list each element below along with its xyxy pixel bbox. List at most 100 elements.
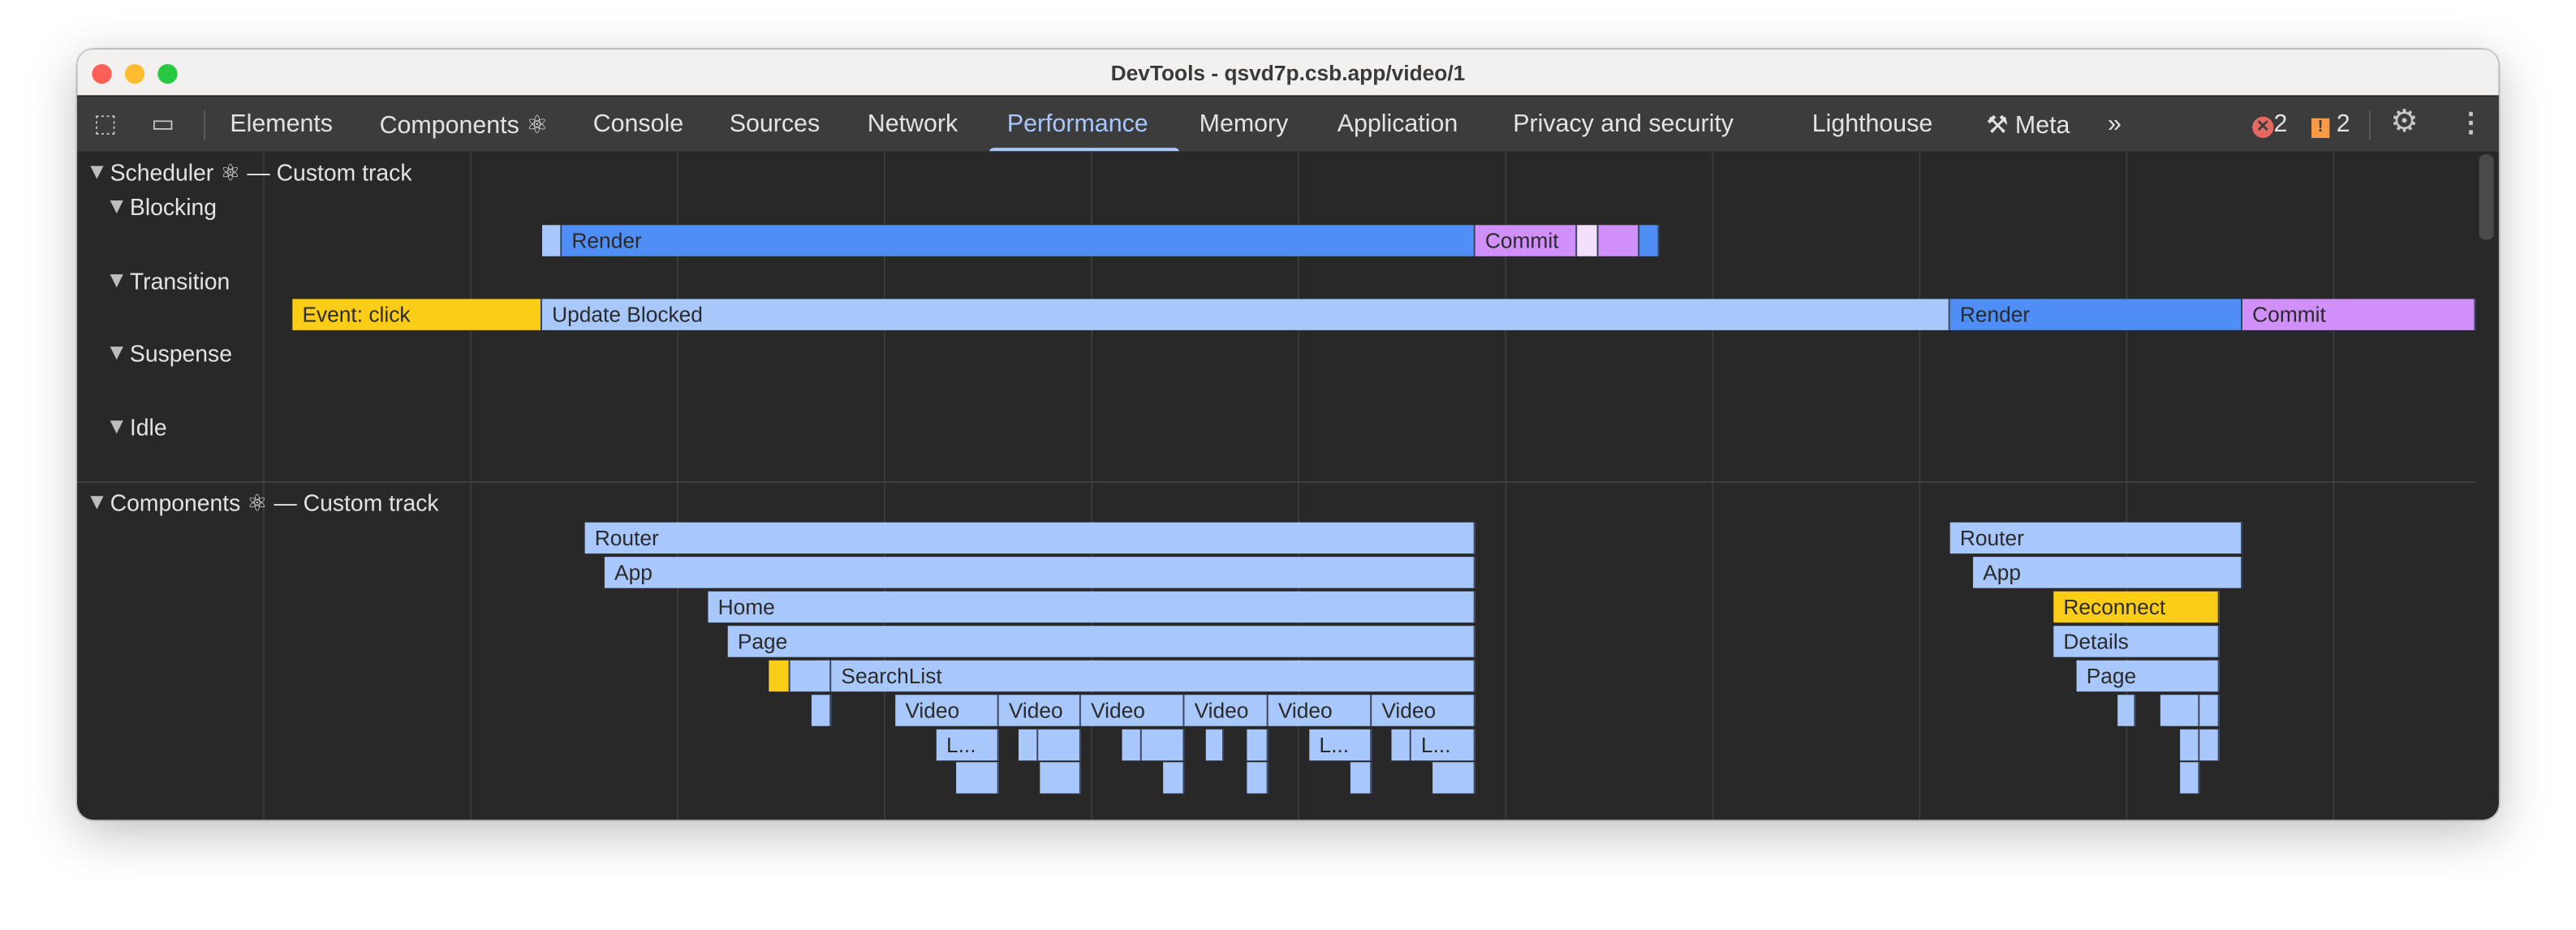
device-toolbar-icon[interactable]: ▭ (151, 110, 174, 139)
lane-suspense[interactable]: Suspense (110, 340, 232, 366)
inspect-element-icon[interactable]: ⬚ (93, 110, 118, 139)
component-bar[interactable] (1247, 762, 1269, 794)
blocking-segment[interactable] (541, 225, 562, 256)
devtools-window: DevTools - qsvd7p.csb.app/video/1 ⬚ ▭ El… (77, 49, 2499, 820)
collapse-triangle-icon (110, 274, 123, 288)
tab-components[interactable]: Components ⚛ (379, 111, 549, 140)
close-button[interactable] (92, 63, 112, 84)
component-video[interactable]: Video (1184, 695, 1269, 726)
component-video[interactable]: Video (895, 695, 999, 726)
render-bar[interactable]: Render (1949, 299, 2243, 330)
divider (204, 110, 206, 140)
warning-icon: ! (2311, 118, 2330, 139)
component-bar[interactable] (2199, 729, 2220, 761)
error-count: 2 (2273, 110, 2288, 139)
timeline-gridline (1298, 151, 1300, 820)
collapse-triangle-icon (90, 166, 104, 179)
component-bar[interactable] (790, 660, 832, 692)
tab-sources[interactable]: Sources (729, 110, 821, 139)
tab-lighthouse[interactable]: Lighthouse (1811, 110, 1933, 139)
tab-elements[interactable]: Elements (230, 110, 333, 139)
warnings-counter[interactable]: ! 2 (2311, 110, 2350, 139)
component-bar[interactable] (1391, 729, 1411, 761)
component-bar[interactable] (1247, 729, 1269, 761)
components-track-title: Components ⚛ — Custom track (110, 489, 439, 516)
component-bar[interactable] (1122, 729, 1142, 761)
blocking-segment[interactable] (1577, 225, 1599, 256)
warning-count: 2 (2336, 110, 2350, 139)
components-track-header[interactable]: Components ⚛ — Custom track (90, 489, 439, 517)
component-details[interactable]: Details (2053, 626, 2220, 657)
update-blocked-bar[interactable]: Update Blocked (541, 299, 1950, 330)
component-page[interactable]: Page (727, 626, 1475, 657)
component-bar[interactable] (1141, 729, 1185, 761)
component-bar[interactable] (769, 660, 790, 692)
tab-privacy-security[interactable]: Privacy and security (1513, 110, 1734, 139)
component-video[interactable]: Video (1080, 695, 1185, 726)
maximize-button[interactable] (157, 63, 178, 84)
tab-meta[interactable]: ⚒ Meta (1986, 110, 2070, 140)
tab-console[interactable]: Console (592, 110, 684, 139)
scheduler-track-title: Scheduler ⚛ — Custom track (110, 159, 412, 186)
timeline-gridline (1091, 151, 1093, 820)
commit-bar[interactable]: Commit (2242, 299, 2476, 330)
component-bar[interactable] (1163, 762, 1185, 794)
commit-bar[interactable]: Commit (1475, 225, 1578, 256)
event-click-bar[interactable]: Event: click (292, 299, 542, 330)
component-app[interactable]: App (1973, 557, 2243, 588)
timeline-gridline (262, 151, 265, 820)
tab-performance[interactable]: Performance (1006, 110, 1148, 139)
component-searchlist[interactable]: SearchList (831, 660, 1475, 692)
component-router[interactable]: Router (584, 522, 1475, 554)
component-bar[interactable] (2160, 695, 2200, 726)
tab-network[interactable]: Network (867, 110, 958, 139)
component-bar[interactable] (956, 762, 999, 794)
collapse-triangle-icon (90, 496, 104, 510)
component-truncated[interactable]: L... (1309, 729, 1372, 761)
lane-idle[interactable]: Idle (110, 414, 167, 440)
component-bar[interactable] (2199, 695, 2220, 726)
collapse-triangle-icon (110, 420, 123, 434)
component-page[interactable]: Page (2076, 660, 2220, 692)
component-bar[interactable] (2180, 762, 2200, 794)
component-bar[interactable] (2180, 729, 2200, 761)
error-icon: ✕ (2252, 116, 2274, 139)
component-router[interactable]: Router (1949, 522, 2243, 554)
scheduler-track-header[interactable]: Scheduler ⚛ — Custom track (90, 159, 412, 187)
component-home[interactable]: Home (708, 591, 1475, 623)
component-bar[interactable] (1350, 762, 1372, 794)
commit-segment[interactable] (1598, 225, 1640, 256)
component-video[interactable]: Video (1268, 695, 1372, 726)
component-app[interactable]: App (604, 557, 1475, 588)
more-options-icon[interactable]: ⋮ (2458, 110, 2484, 139)
render-segment[interactable] (1639, 225, 1660, 256)
track-separator (77, 481, 2476, 484)
component-video[interactable]: Video (1372, 695, 1475, 726)
component-bar[interactable] (1038, 729, 1081, 761)
component-bar[interactable] (2117, 695, 2136, 726)
timeline-gridline (2126, 151, 2128, 820)
component-bar[interactable] (1019, 729, 1039, 761)
render-bar[interactable]: Render (562, 225, 1475, 256)
component-truncated[interactable]: L... (936, 729, 999, 761)
title-bar: DevTools - qsvd7p.csb.app/video/1 (77, 49, 2499, 97)
settings-gear-icon[interactable]: ⚙ (2390, 105, 2419, 140)
lane-label: Suspense (129, 340, 232, 367)
lane-transition[interactable]: Transition (110, 268, 230, 294)
lane-blocking[interactable]: Blocking (110, 194, 217, 220)
component-bar[interactable] (1432, 762, 1475, 794)
component-video[interactable]: Video (998, 695, 1081, 726)
component-bar[interactable] (1040, 762, 1081, 794)
timeline-gridline (884, 151, 886, 820)
component-truncated[interactable]: L... (1411, 729, 1475, 761)
errors-counter[interactable]: ✕ 2 (2252, 110, 2288, 139)
minimize-button[interactable] (124, 63, 145, 84)
component-bar[interactable] (811, 695, 832, 726)
more-tabs-button[interactable]: » (2108, 110, 2122, 139)
tab-application[interactable]: Application (1337, 110, 1458, 139)
component-reconnect[interactable]: Reconnect (2053, 591, 2220, 623)
tab-memory[interactable]: Memory (1199, 110, 1289, 139)
performance-timeline[interactable]: Scheduler ⚛ — Custom track Blocking Tran… (77, 151, 2499, 820)
component-bar[interactable] (1205, 729, 1225, 761)
vertical-scrollbar[interactable] (2479, 154, 2494, 240)
